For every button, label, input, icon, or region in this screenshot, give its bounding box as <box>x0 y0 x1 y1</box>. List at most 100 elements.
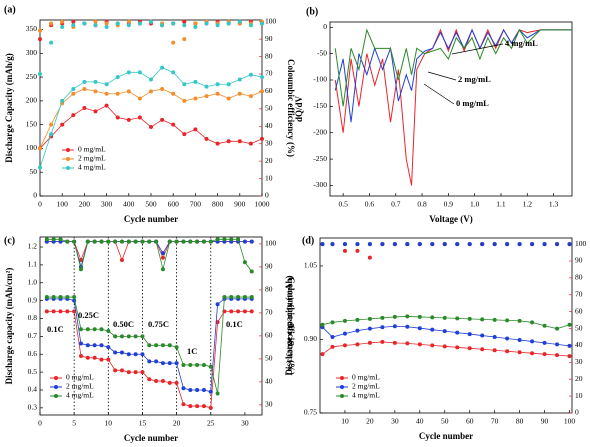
data-point <box>140 352 145 357</box>
data-point <box>215 391 220 396</box>
y-tick-label: 0 <box>33 191 37 200</box>
x-tick-label: 400 <box>123 200 135 209</box>
data-point <box>342 343 347 348</box>
data-point <box>455 242 460 247</box>
data-point <box>147 239 152 244</box>
y2-axis-label: Coloumbic efficiency (%) <box>286 277 296 375</box>
data-point <box>133 352 138 357</box>
data-point <box>160 361 165 366</box>
data-point <box>392 324 397 329</box>
data-point <box>380 339 385 344</box>
data-point <box>505 336 510 341</box>
y-tick-label: 1.1 <box>28 260 38 269</box>
data-point <box>567 354 572 359</box>
data-point <box>229 295 234 300</box>
data-point <box>405 314 410 319</box>
annotation: 0.25C <box>78 310 99 320</box>
data-point <box>430 242 435 247</box>
data-point <box>119 368 124 373</box>
data-point <box>65 309 70 314</box>
data-point <box>167 343 172 348</box>
legend-marker <box>54 376 58 380</box>
data-point <box>182 82 187 87</box>
data-point <box>49 40 54 45</box>
x-tick-label: 0.6 <box>365 200 375 209</box>
data-point <box>181 386 186 391</box>
x-tick-label: 1.0 <box>470 200 480 209</box>
x-tick-label: 300 <box>101 200 113 209</box>
y-tick-label: -100 <box>313 75 327 84</box>
data-point <box>182 98 187 103</box>
data-point <box>51 309 56 314</box>
data-point <box>160 251 165 256</box>
data-point <box>104 103 109 108</box>
y-tick-label: 0.3 <box>28 403 38 412</box>
annotation: 1C <box>187 346 197 356</box>
data-point <box>455 330 460 335</box>
data-point <box>119 239 124 244</box>
data-point <box>44 295 49 300</box>
y-tick-label: 0.6 <box>28 349 38 358</box>
data-point <box>505 318 510 323</box>
legend-marker <box>66 148 70 152</box>
x-tick-label: 70 <box>491 417 499 426</box>
data-point <box>320 352 325 357</box>
data-point <box>492 335 497 340</box>
data-point <box>93 89 98 94</box>
data-point <box>104 91 109 96</box>
data-point <box>85 327 90 332</box>
data-point <box>237 19 242 24</box>
data-point <box>480 242 485 247</box>
data-point <box>380 325 385 330</box>
data-point <box>442 315 447 320</box>
data-point <box>430 315 435 320</box>
data-point <box>355 328 360 333</box>
y2-tick-label: 80 <box>575 273 583 282</box>
y2-tick-label: 30 <box>265 138 273 147</box>
y-tick-label: 0.4 <box>28 385 38 394</box>
data-point <box>137 115 142 120</box>
data-point <box>160 65 165 70</box>
legend-label: 4 mg/mL <box>78 163 106 172</box>
y-tick-label: 100 <box>26 143 38 152</box>
data-point <box>417 326 422 331</box>
y-tick-label: 50 <box>30 167 38 176</box>
data-point <box>174 345 179 350</box>
legend-marker <box>66 166 70 170</box>
data-point <box>342 248 347 253</box>
x-tick-label: 30 <box>241 419 249 428</box>
data-point <box>237 77 242 82</box>
legend-marker <box>54 394 58 398</box>
x-tick-label: 200 <box>79 200 91 209</box>
y-tick-label: 0 <box>323 22 327 31</box>
data-point <box>85 343 90 348</box>
data-point <box>517 350 522 355</box>
data-point <box>208 364 213 369</box>
data-point <box>38 37 42 42</box>
data-point <box>355 242 360 247</box>
data-point <box>78 267 83 272</box>
data-point <box>85 239 90 244</box>
data-point <box>137 21 142 26</box>
data-point <box>380 242 385 247</box>
data-point <box>126 117 131 122</box>
data-point <box>171 21 176 26</box>
data-point <box>82 21 87 26</box>
data-point <box>367 255 372 260</box>
data-point <box>492 348 497 353</box>
y-axis-label: Discharge capacity (mAh/cm²) <box>4 268 14 385</box>
data-point <box>38 72 42 77</box>
data-point <box>49 132 54 137</box>
y2-tick-label: 40 <box>265 377 273 386</box>
data-point <box>204 21 209 26</box>
data-point <box>193 24 198 29</box>
data-point <box>505 349 510 354</box>
data-point <box>126 352 131 357</box>
data-point <box>82 86 87 91</box>
data-point <box>248 72 253 77</box>
data-point <box>71 113 76 118</box>
data-point <box>193 79 198 84</box>
data-point <box>113 368 118 373</box>
data-point <box>204 136 209 141</box>
annotation: 0.75C <box>148 319 169 329</box>
